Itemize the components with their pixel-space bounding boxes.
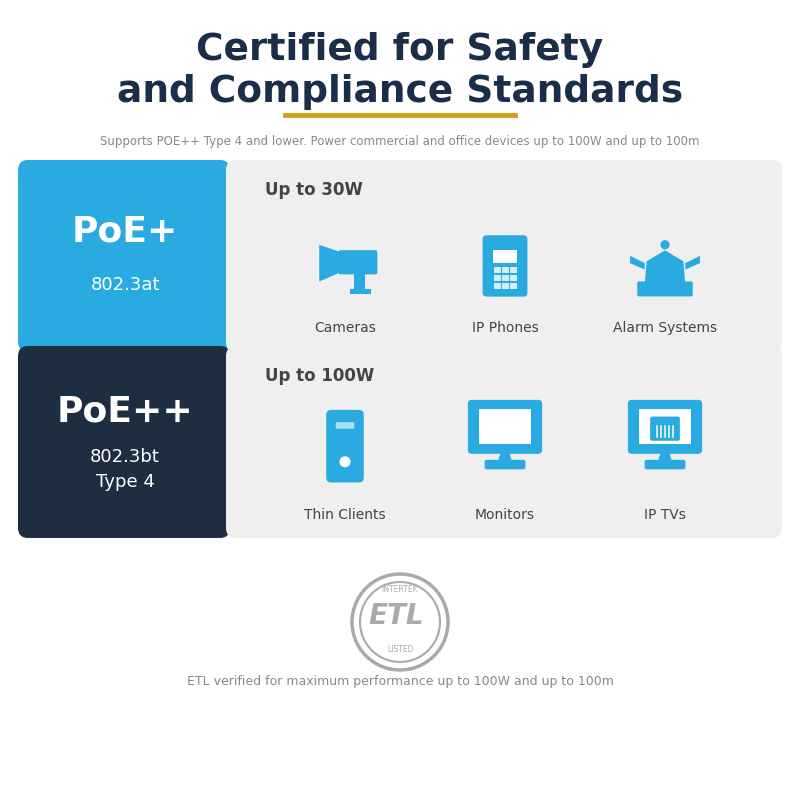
Text: Cameras: Cameras <box>314 321 376 335</box>
Circle shape <box>339 456 350 467</box>
Text: IP Phones: IP Phones <box>472 321 538 335</box>
Polygon shape <box>354 272 366 289</box>
FancyBboxPatch shape <box>638 282 693 297</box>
Polygon shape <box>686 256 700 270</box>
Polygon shape <box>630 256 645 270</box>
FancyBboxPatch shape <box>482 235 527 297</box>
FancyBboxPatch shape <box>490 239 520 254</box>
Text: 802.3bt: 802.3bt <box>90 448 160 466</box>
Polygon shape <box>350 289 370 294</box>
FancyBboxPatch shape <box>502 283 509 290</box>
FancyBboxPatch shape <box>336 422 354 429</box>
Text: ETL verified for maximum performance up to 100W and up to 100m: ETL verified for maximum performance up … <box>186 675 614 689</box>
Polygon shape <box>645 250 686 283</box>
Circle shape <box>661 240 670 250</box>
Polygon shape <box>658 450 672 462</box>
Text: Alarm Systems: Alarm Systems <box>613 321 717 335</box>
FancyBboxPatch shape <box>468 400 542 454</box>
Text: ETL: ETL <box>368 602 424 630</box>
FancyBboxPatch shape <box>494 266 501 273</box>
FancyBboxPatch shape <box>502 266 509 273</box>
FancyBboxPatch shape <box>493 250 517 263</box>
Text: and Compliance Standards: and Compliance Standards <box>117 74 683 110</box>
Text: LISTED: LISTED <box>386 646 414 654</box>
Text: Monitors: Monitors <box>475 508 535 522</box>
FancyBboxPatch shape <box>18 346 230 538</box>
Text: Supports POE++ Type 4 and lower. Power commercial and office devices up to 100W : Supports POE++ Type 4 and lower. Power c… <box>100 135 700 149</box>
Text: Certified for Safety: Certified for Safety <box>196 32 604 68</box>
FancyBboxPatch shape <box>338 250 378 274</box>
Text: PoE+: PoE+ <box>72 215 178 249</box>
FancyBboxPatch shape <box>502 275 509 281</box>
FancyBboxPatch shape <box>226 160 782 352</box>
Text: Up to 30W: Up to 30W <box>265 181 363 199</box>
Polygon shape <box>498 450 512 462</box>
Text: Thin Clients: Thin Clients <box>304 508 386 522</box>
FancyBboxPatch shape <box>628 400 702 454</box>
Text: 802.3at: 802.3at <box>90 276 160 294</box>
FancyBboxPatch shape <box>510 283 518 290</box>
FancyBboxPatch shape <box>18 160 230 352</box>
Text: Type 4: Type 4 <box>95 473 154 491</box>
Text: PoE++: PoE++ <box>57 395 194 429</box>
Polygon shape <box>319 245 341 282</box>
FancyBboxPatch shape <box>494 283 501 290</box>
FancyBboxPatch shape <box>510 275 518 281</box>
FancyBboxPatch shape <box>639 410 690 444</box>
Text: IP TVs: IP TVs <box>644 508 686 522</box>
FancyBboxPatch shape <box>226 346 782 538</box>
FancyBboxPatch shape <box>650 417 680 441</box>
FancyBboxPatch shape <box>479 410 530 444</box>
FancyBboxPatch shape <box>645 460 686 470</box>
FancyBboxPatch shape <box>494 275 501 281</box>
Text: INTERTEK: INTERTEK <box>382 585 418 594</box>
FancyBboxPatch shape <box>326 410 364 482</box>
Text: Up to 100W: Up to 100W <box>265 367 374 385</box>
FancyBboxPatch shape <box>485 460 526 470</box>
FancyBboxPatch shape <box>510 266 518 273</box>
